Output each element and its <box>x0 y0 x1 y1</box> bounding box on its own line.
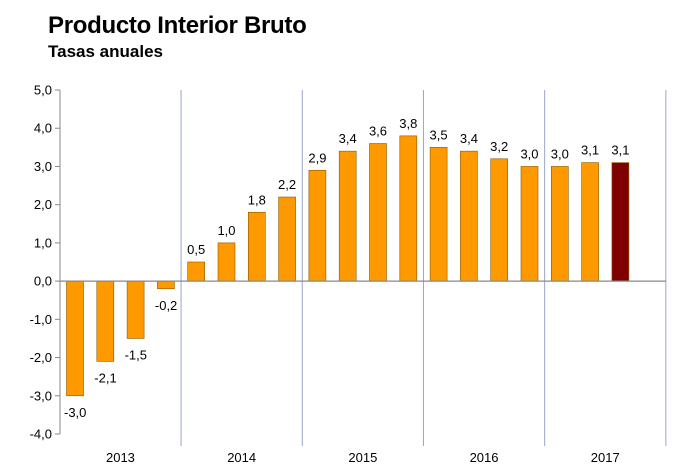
x-category-label: 2015 <box>348 450 377 465</box>
x-category-label: 2017 <box>591 450 620 465</box>
chart-title: Producto Interior Bruto <box>48 12 307 39</box>
y-axis: 5,0 4,0 3,0 2,0 1,0 0,0 -1,0 -2,0 -3,0 -4,0 <box>30 83 61 442</box>
y-tick-label: -4,0 <box>30 427 52 442</box>
y-tick-label: -3,0 <box>30 388 52 403</box>
data-label: 3,0 <box>551 146 569 161</box>
y-tick-label: -2,0 <box>30 350 52 365</box>
y-tick-label: 4,0 <box>34 121 52 136</box>
y-tick-label: 0,0 <box>34 274 52 289</box>
bar <box>490 158 509 282</box>
x-category-label: 2013 <box>106 450 135 465</box>
y-tick-label: 1,0 <box>34 235 52 250</box>
bar <box>126 280 145 339</box>
y-tick-label: 5,0 <box>34 83 52 98</box>
data-labels: -3,0 -2,1 -1,5 -0,2 0,5 1,0 1,8 2,2 2,9 3,4 3,6 3,8… <box>64 116 629 420</box>
bar <box>429 147 448 282</box>
bar-series <box>66 135 630 397</box>
bar <box>460 150 478 282</box>
bar <box>248 212 266 282</box>
chart-subtitle: Tasas anuales <box>48 42 163 61</box>
x-category-label: 2014 <box>227 450 256 465</box>
data-label: 2,2 <box>278 177 296 192</box>
bar <box>611 162 630 282</box>
data-label: -1,5 <box>125 347 147 362</box>
y-tick-label: 3,0 <box>34 159 52 174</box>
data-label: 1,0 <box>217 223 235 238</box>
data-label: 3,4 <box>339 131 357 146</box>
bar <box>96 280 115 362</box>
data-label: 2,9 <box>308 150 326 165</box>
data-label: 0,5 <box>187 242 205 257</box>
data-label: 3,2 <box>490 139 508 154</box>
bar <box>520 166 539 282</box>
data-label: 3,1 <box>611 143 629 158</box>
y-tick-label: -1,0 <box>30 312 52 327</box>
bar <box>399 135 418 282</box>
data-label: 3,4 <box>460 131 478 146</box>
x-category-label: 2016 <box>470 450 499 465</box>
data-label: 3,0 <box>520 146 538 161</box>
data-label: 3,6 <box>369 124 387 139</box>
bar <box>66 280 84 397</box>
bar <box>187 261 205 282</box>
bar <box>369 143 387 282</box>
data-label: -3,0 <box>64 405 86 420</box>
x-axis: 2013 2014 2015 2016 2017 <box>60 280 666 465</box>
data-label: 1,8 <box>248 192 266 207</box>
bar <box>308 169 327 282</box>
data-label: 3,1 <box>581 143 599 158</box>
bar <box>278 196 296 282</box>
bar <box>581 162 599 282</box>
data-label: -2,1 <box>94 370 116 385</box>
data-label: -0,2 <box>155 298 177 313</box>
bar <box>217 242 236 282</box>
year-separators <box>180 90 667 446</box>
data-label: 3,8 <box>399 116 417 131</box>
bar <box>338 150 357 282</box>
bar <box>157 280 175 290</box>
y-tick-label: 2,0 <box>34 197 52 212</box>
data-label: 3,5 <box>430 127 448 142</box>
bar <box>550 166 569 282</box>
